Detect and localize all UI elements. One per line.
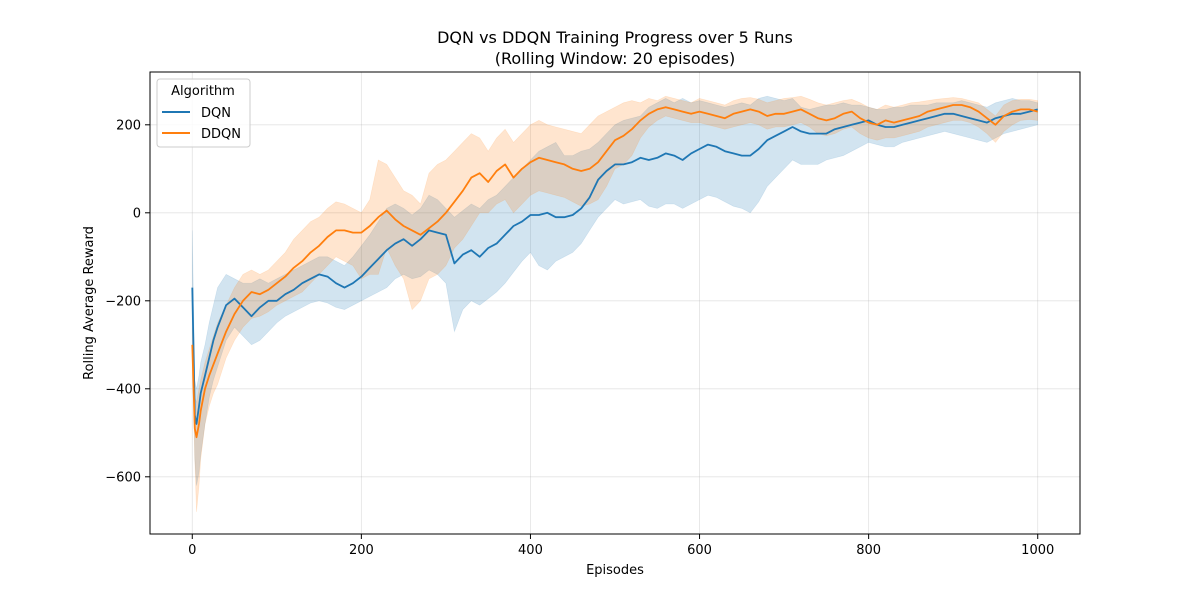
legend-label-ddqn: DDQN (201, 127, 241, 142)
chart-title-line1: DQN vs DDQN Training Progress over 5 Run… (437, 28, 793, 47)
y-tick-label: −400 (105, 382, 141, 397)
chart-title-line2: (Rolling Window: 20 episodes) (495, 49, 735, 68)
legend-box (156, 78, 251, 148)
legend-title: Algorithm (171, 84, 235, 99)
grid (150, 72, 1080, 534)
x-axis-ticks: 0 200 400 600 800 1000 (188, 534, 1054, 558)
series-line-dqn (191, 108, 1038, 425)
x-tick-label: 800 (856, 543, 881, 558)
band-ddqn (192, 95, 1038, 513)
plot-frame (149, 71, 1081, 535)
series-line-ddqn (191, 104, 1038, 439)
y-axis-label: Rolling Average Reward (82, 226, 97, 380)
y-tick-label: −600 (105, 470, 141, 485)
x-tick-label: 600 (687, 543, 712, 558)
confidence-bands (192, 95, 1038, 513)
x-tick-label: 400 (518, 543, 543, 558)
y-tick-label: 200 (116, 118, 141, 133)
x-axis-label: Episodes (586, 563, 644, 578)
band-dqn (192, 95, 1038, 486)
x-tick-label: 0 (188, 543, 196, 558)
legend: Algorithm DQN DDQN (156, 78, 251, 148)
y-axis-ticks: −600 −400 −200 0 200 (105, 118, 150, 485)
plot-area (150, 72, 1080, 534)
x-tick-label: 1000 (1021, 543, 1054, 558)
series-lines (191, 104, 1038, 439)
y-tick-label: −200 (105, 294, 141, 309)
x-tick-label: 200 (349, 543, 374, 558)
y-tick-label: 0 (133, 206, 141, 221)
legend-label-dqn: DQN (201, 106, 231, 121)
